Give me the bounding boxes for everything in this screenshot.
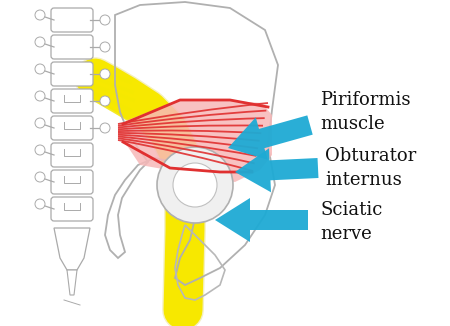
Polygon shape [215, 198, 308, 242]
FancyBboxPatch shape [51, 35, 93, 59]
FancyBboxPatch shape [51, 170, 93, 194]
Circle shape [157, 147, 233, 223]
Circle shape [35, 10, 45, 20]
Circle shape [100, 123, 110, 133]
Polygon shape [228, 115, 313, 160]
Text: Obturator
internus: Obturator internus [325, 147, 416, 189]
FancyBboxPatch shape [51, 116, 93, 140]
FancyBboxPatch shape [51, 197, 93, 221]
Circle shape [35, 91, 45, 101]
Circle shape [35, 172, 45, 182]
Polygon shape [118, 100, 272, 182]
FancyBboxPatch shape [51, 8, 93, 32]
Text: Piriformis
muscle: Piriformis muscle [320, 91, 410, 133]
Polygon shape [67, 270, 77, 295]
Circle shape [35, 37, 45, 47]
Circle shape [35, 199, 45, 209]
Circle shape [100, 96, 110, 106]
Circle shape [100, 69, 110, 79]
Polygon shape [235, 148, 319, 192]
FancyBboxPatch shape [51, 89, 93, 113]
Polygon shape [54, 228, 90, 270]
Text: Sciatic
nerve: Sciatic nerve [320, 201, 382, 243]
FancyBboxPatch shape [51, 143, 93, 167]
Circle shape [100, 42, 110, 52]
FancyBboxPatch shape [51, 62, 93, 86]
Circle shape [35, 145, 45, 155]
Circle shape [100, 15, 110, 25]
Circle shape [35, 118, 45, 128]
Circle shape [173, 163, 217, 207]
Circle shape [35, 64, 45, 74]
